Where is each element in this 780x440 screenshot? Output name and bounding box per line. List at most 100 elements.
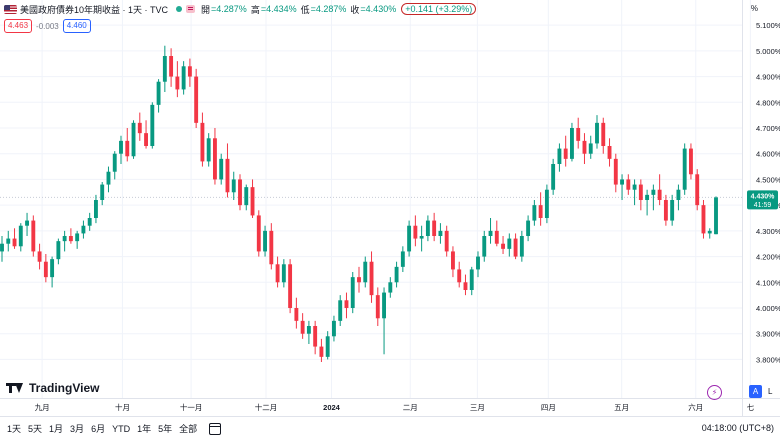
candle[interactable] bbox=[470, 267, 474, 295]
sell-price-button[interactable]: 4.463 bbox=[4, 19, 32, 33]
candle[interactable] bbox=[345, 293, 349, 319]
range-button-ytd[interactable]: YTD bbox=[112, 424, 130, 434]
candle[interactable] bbox=[664, 195, 668, 226]
candle[interactable] bbox=[13, 228, 17, 249]
log-scale-button[interactable]: L bbox=[768, 385, 772, 398]
candle[interactable] bbox=[545, 185, 549, 224]
candle[interactable] bbox=[150, 102, 154, 148]
candle[interactable] bbox=[38, 244, 42, 270]
candle[interactable] bbox=[539, 192, 543, 225]
candle[interactable] bbox=[658, 174, 662, 205]
candle[interactable] bbox=[714, 196, 718, 234]
candle[interactable] bbox=[132, 120, 136, 159]
candle[interactable] bbox=[100, 182, 104, 205]
range-button-1y[interactable]: 1年 bbox=[137, 422, 151, 435]
range-button-5y[interactable]: 5年 bbox=[158, 422, 172, 435]
candle[interactable] bbox=[232, 172, 236, 200]
bolt-icon[interactable]: ⚡ bbox=[707, 385, 722, 400]
data-source-icon[interactable] bbox=[186, 5, 195, 13]
candle[interactable] bbox=[163, 46, 167, 92]
buy-price-button[interactable]: 4.460 bbox=[63, 19, 91, 33]
candle[interactable] bbox=[244, 185, 248, 211]
candle[interactable] bbox=[608, 138, 612, 166]
candle[interactable] bbox=[282, 259, 286, 287]
candle[interactable] bbox=[614, 154, 618, 193]
candle[interactable] bbox=[395, 262, 399, 288]
range-button-3m[interactable]: 3月 bbox=[70, 422, 84, 435]
tradingview-logo[interactable]: TradingView bbox=[6, 381, 99, 395]
market-status-dot-icon[interactable] bbox=[176, 6, 182, 12]
candle[interactable] bbox=[50, 257, 54, 288]
candle[interactable] bbox=[407, 221, 411, 257]
candle[interactable] bbox=[288, 259, 292, 313]
candle[interactable] bbox=[376, 287, 380, 326]
candle[interactable] bbox=[307, 321, 311, 344]
candle[interactable] bbox=[175, 61, 179, 97]
candle[interactable] bbox=[639, 179, 643, 210]
candle[interactable] bbox=[445, 226, 449, 257]
candle[interactable] bbox=[589, 136, 593, 159]
symbol-title[interactable]: 美國政府債券10年期收益 · 1天 · TVC bbox=[20, 3, 168, 16]
candle[interactable] bbox=[319, 339, 323, 362]
range-button-1d[interactable]: 1天 bbox=[7, 422, 21, 435]
candle[interactable] bbox=[0, 236, 4, 262]
candle[interactable] bbox=[420, 226, 424, 252]
candle[interactable] bbox=[63, 231, 67, 252]
candle[interactable] bbox=[226, 143, 230, 197]
candle[interactable] bbox=[620, 174, 624, 200]
candle[interactable] bbox=[138, 113, 142, 141]
candle[interactable] bbox=[313, 321, 317, 354]
candle[interactable] bbox=[570, 123, 574, 162]
candle[interactable] bbox=[595, 115, 599, 148]
candle[interactable] bbox=[702, 200, 706, 239]
candle[interactable] bbox=[532, 200, 536, 226]
candle[interactable] bbox=[182, 61, 186, 94]
clock-display[interactable]: 04:18:00 (UTC+8) bbox=[702, 423, 774, 433]
candle[interactable] bbox=[413, 215, 417, 246]
candle[interactable] bbox=[125, 128, 129, 161]
candle[interactable] bbox=[107, 167, 111, 193]
candle[interactable] bbox=[457, 262, 461, 288]
candle[interactable] bbox=[689, 143, 693, 179]
candle[interactable] bbox=[144, 120, 148, 148]
candle[interactable] bbox=[482, 231, 486, 262]
range-button-1m[interactable]: 1月 bbox=[49, 422, 63, 435]
candle[interactable] bbox=[200, 113, 204, 167]
candle[interactable] bbox=[332, 316, 336, 342]
candle[interactable] bbox=[432, 213, 436, 241]
candle[interactable] bbox=[219, 154, 223, 185]
candle[interactable] bbox=[31, 215, 35, 256]
candle[interactable] bbox=[670, 195, 674, 226]
candle[interactable] bbox=[601, 118, 605, 154]
candle[interactable] bbox=[451, 246, 455, 277]
candle[interactable] bbox=[583, 133, 587, 164]
candle[interactable] bbox=[213, 128, 217, 185]
candle[interactable] bbox=[645, 190, 649, 216]
candle[interactable] bbox=[88, 213, 92, 231]
calendar-icon[interactable] bbox=[209, 423, 221, 435]
candle[interactable] bbox=[194, 69, 198, 128]
candle[interactable] bbox=[495, 221, 499, 247]
candle[interactable] bbox=[157, 79, 161, 112]
candle[interactable] bbox=[338, 295, 342, 326]
range-button-all[interactable]: 全部 bbox=[179, 422, 197, 435]
candle[interactable] bbox=[370, 251, 374, 302]
auto-scale-button[interactable]: A bbox=[749, 385, 762, 398]
candle[interactable] bbox=[326, 331, 330, 359]
candle[interactable] bbox=[238, 174, 242, 210]
candle[interactable] bbox=[633, 179, 637, 205]
candle[interactable] bbox=[576, 118, 580, 149]
range-button-5d[interactable]: 5天 bbox=[28, 422, 42, 435]
candle[interactable] bbox=[363, 257, 367, 288]
candle[interactable] bbox=[257, 210, 261, 256]
percent-scale-label[interactable]: % bbox=[751, 4, 758, 13]
candle[interactable] bbox=[476, 251, 480, 277]
candle[interactable] bbox=[6, 231, 10, 252]
candle[interactable] bbox=[81, 221, 85, 239]
candle[interactable] bbox=[382, 287, 386, 354]
candle[interactable] bbox=[301, 313, 305, 339]
candle[interactable] bbox=[695, 169, 699, 210]
price-axis[interactable]: 5.100%5.000%4.900%4.800%4.700%4.600%4.50… bbox=[743, 0, 780, 416]
candle[interactable] bbox=[708, 228, 712, 238]
candles[interactable] bbox=[0, 46, 718, 362]
